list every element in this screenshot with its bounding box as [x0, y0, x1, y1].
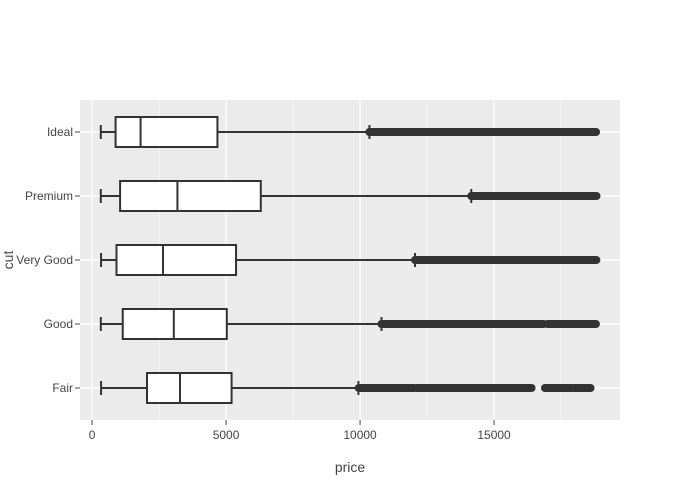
box-rect-ideal	[114, 116, 219, 148]
boxes	[99, 116, 601, 404]
x-tick-label: 15000	[477, 428, 511, 442]
box-rect-fair	[145, 372, 233, 404]
y-tick-label: Ideal	[47, 125, 73, 139]
box-premium	[99, 180, 601, 212]
y-tick-label: Premium	[25, 189, 73, 203]
y-tick-label: Good	[44, 317, 73, 331]
box-very-good	[100, 244, 601, 276]
box-rect-very-good	[115, 244, 238, 276]
x-axis-title: price	[335, 459, 366, 475]
y-axis-title: cut	[0, 251, 16, 270]
x-axis: 0 5000 10000 15000	[89, 420, 511, 442]
y-axis: Fair Good Very Good Premium Ideal	[16, 125, 80, 395]
box-fair	[100, 372, 595, 404]
box-rect-premium	[119, 180, 262, 212]
box-good	[99, 308, 600, 340]
x-tick-label: 0	[89, 428, 96, 442]
x-tick-label: 10000	[343, 428, 377, 442]
box-ideal	[99, 116, 601, 148]
y-tick-label: Very Good	[16, 253, 73, 267]
y-tick-label: Fair	[52, 381, 73, 395]
x-tick-label: 5000	[213, 428, 240, 442]
